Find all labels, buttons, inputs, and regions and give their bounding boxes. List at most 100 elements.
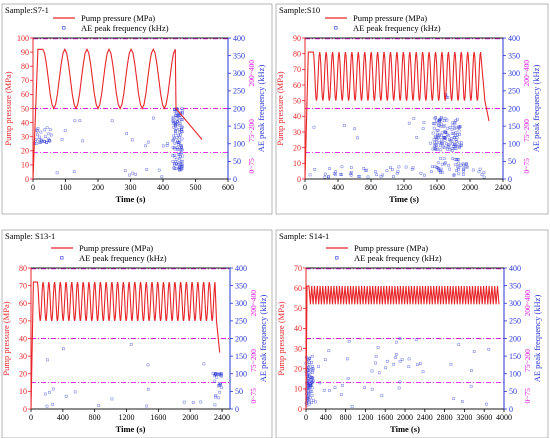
ae-point xyxy=(36,133,39,137)
ae-point xyxy=(47,137,51,141)
ae-point xyxy=(46,358,49,362)
x-tick-label: 400 xyxy=(320,413,332,422)
ae-point xyxy=(445,133,449,137)
ae-point xyxy=(462,167,466,170)
ae-point xyxy=(448,148,452,152)
right-tick-label: 50 xyxy=(235,387,243,396)
x-tick-label: 200 xyxy=(92,183,104,192)
ae-point xyxy=(379,175,383,178)
x-tick-label: 2800 xyxy=(437,413,453,422)
left-tick-label: 60 xyxy=(294,284,302,293)
left-tick-label: 60 xyxy=(19,299,27,308)
left-axis-label: Pump pressure (MPa) xyxy=(1,301,11,375)
legend-ae-label: AE peak frequency (kHz) xyxy=(79,253,167,263)
ae-point xyxy=(458,125,461,129)
ae-point xyxy=(439,170,442,174)
ae-point xyxy=(397,165,401,169)
ae-point xyxy=(410,167,414,171)
ae-point xyxy=(462,168,465,171)
ae-point xyxy=(422,121,426,124)
ae-point xyxy=(327,175,331,178)
ae-point xyxy=(370,369,374,373)
right-tick-label: 150 xyxy=(235,352,247,361)
ae-point xyxy=(160,175,164,179)
ae-point xyxy=(440,138,443,142)
right-tick-label: 400 xyxy=(235,264,247,273)
ae-point xyxy=(339,172,342,176)
ae-point xyxy=(349,172,352,176)
ae-point xyxy=(173,121,177,124)
ae-point xyxy=(334,170,337,173)
ae-point xyxy=(78,119,82,123)
ae-point xyxy=(60,138,64,141)
ae-point xyxy=(145,404,149,408)
right-axis-label: AE peak frequency (kHz) xyxy=(531,65,541,153)
ae-point xyxy=(323,358,327,362)
left-tick-label: 0 xyxy=(298,405,302,414)
left-tick-label: 50 xyxy=(21,104,29,113)
ae-point xyxy=(55,171,59,175)
ae-point xyxy=(328,167,331,170)
frequency-band-label: 75~200 xyxy=(522,119,531,142)
legend-ae-label: AE peak frequency (kHz) xyxy=(354,253,442,263)
ae-point xyxy=(421,370,425,374)
ae-point xyxy=(177,166,181,170)
left-tick-label: 20 xyxy=(21,147,29,156)
ae-point xyxy=(309,384,313,387)
ae-point xyxy=(217,396,220,400)
ae-point xyxy=(308,173,312,177)
ae-point xyxy=(442,119,446,122)
ae-point xyxy=(472,350,476,353)
frequency-band-label: 200~400 xyxy=(523,290,532,317)
right-tick-label: 400 xyxy=(508,34,520,43)
legend-pressure-label: Pump pressure (MPa) xyxy=(79,243,153,253)
ae-point xyxy=(162,144,165,148)
ae-point xyxy=(38,135,41,139)
ae-point xyxy=(448,126,452,129)
ae-point xyxy=(370,387,374,391)
frequency-band-label: 200~400 xyxy=(247,60,256,87)
ae-point xyxy=(327,349,331,353)
right-tick-label: 300 xyxy=(233,69,245,78)
ae-point xyxy=(449,362,453,366)
ae-point xyxy=(130,138,134,142)
ae-point xyxy=(177,141,181,144)
ae-point xyxy=(455,140,458,143)
ae-point xyxy=(439,125,443,129)
x-tick-label: 0 xyxy=(31,183,35,192)
x-axis-label: Time (s) xyxy=(390,424,420,434)
right-tick-label: 400 xyxy=(233,34,245,43)
ae-point xyxy=(398,359,402,363)
ae-point xyxy=(448,167,451,171)
ae-point xyxy=(442,157,446,160)
ae-point xyxy=(446,147,449,151)
ae-point xyxy=(175,114,179,117)
x-axis-label: Time (s) xyxy=(389,194,419,204)
ae-point xyxy=(173,155,177,159)
ae-point xyxy=(310,381,314,385)
ae-point xyxy=(357,175,360,178)
x-tick-label: 600 xyxy=(222,183,234,192)
frequency-band-label: 75~200 xyxy=(247,119,256,142)
x-tick-label: 800 xyxy=(89,413,101,422)
ae-point xyxy=(448,139,452,143)
ae-point xyxy=(396,170,400,173)
ae-point xyxy=(178,168,181,172)
ae-point xyxy=(412,117,416,120)
ae-point xyxy=(430,165,434,169)
left-tick-label: 40 xyxy=(21,118,29,127)
ae-point xyxy=(395,340,398,344)
ae-point xyxy=(436,147,439,151)
ae-point xyxy=(389,166,392,170)
ae-point xyxy=(347,340,351,343)
right-tick-label: 150 xyxy=(233,122,245,131)
ae-point xyxy=(437,123,440,127)
x-tick-label: 1200 xyxy=(357,413,373,422)
ae-point xyxy=(134,172,137,176)
ae-point xyxy=(333,386,337,389)
x-tick-label: 300 xyxy=(125,183,137,192)
ae-point xyxy=(435,128,439,132)
ae-point xyxy=(419,171,423,175)
ae-point xyxy=(314,400,318,404)
ae-point xyxy=(146,363,150,367)
